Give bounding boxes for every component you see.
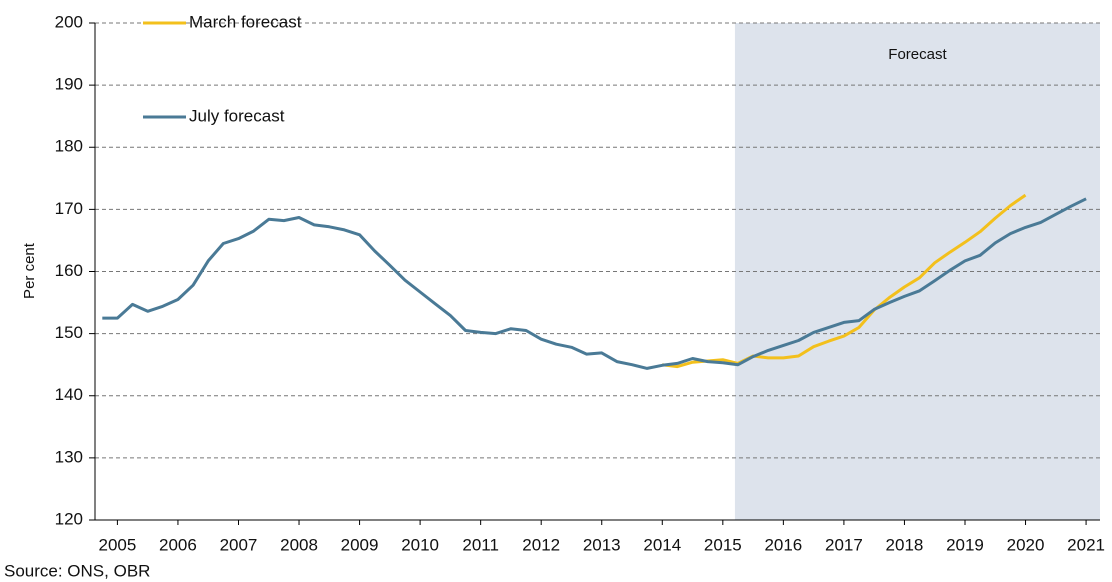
line-series	[102, 197, 1087, 370]
x-tick-label: 2017	[825, 535, 863, 554]
x-tick-label: 2019	[946, 535, 984, 554]
x-tick-label: 2006	[159, 535, 197, 554]
x-tick-label: 2007	[220, 535, 258, 554]
y-tick-label: 140	[55, 385, 83, 404]
x-tick-label: 2009	[341, 535, 379, 554]
x-tick-label: 2016	[764, 535, 802, 554]
x-tick-label: 2021	[1067, 535, 1105, 554]
y-tick-label: 130	[55, 447, 83, 466]
x-tick-label: 2008	[280, 535, 318, 554]
y-tick-label: 200	[55, 12, 83, 31]
y-tick-label: 160	[55, 261, 83, 280]
y-tick-label: 150	[55, 323, 83, 342]
y-axis-label: Per cent	[21, 242, 38, 299]
line-series	[662, 193, 1027, 369]
legend-label: March forecast	[189, 12, 302, 31]
x-tick-label: 2011	[462, 535, 499, 554]
x-tick-label: 2018	[886, 535, 924, 554]
x-tick-label: 2020	[1007, 535, 1045, 554]
x-tick-label: 2005	[98, 535, 136, 554]
y-tick-label: 170	[55, 199, 83, 218]
y-tick-label: 120	[55, 509, 83, 528]
x-tick-label: 2014	[643, 535, 681, 554]
x-tick-label: 2013	[583, 535, 621, 554]
x-tick-label: 2015	[704, 535, 742, 554]
x-tick-label: 2012	[522, 535, 560, 554]
forecast-label: Forecast	[888, 46, 947, 63]
legend-label: July forecast	[189, 106, 285, 125]
source: Source: ONS, OBR	[4, 561, 150, 580]
y-tick-label: 180	[55, 137, 83, 156]
x-tick-label: 2010	[401, 535, 439, 554]
y-tick-label: 190	[55, 75, 83, 94]
